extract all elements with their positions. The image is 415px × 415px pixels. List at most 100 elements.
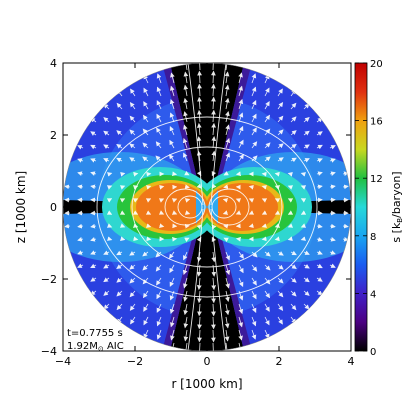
velocity-arrow bbox=[264, 128, 271, 136]
velocity-arrow bbox=[329, 171, 336, 176]
velocity-arrow bbox=[235, 210, 242, 215]
x-tick-label: −2 bbox=[127, 355, 143, 368]
velocity-arrow bbox=[238, 264, 244, 274]
velocity-arrow bbox=[90, 277, 97, 282]
velocity-arrow bbox=[182, 264, 188, 275]
velocity-arrow bbox=[146, 223, 152, 228]
velocity-arrow bbox=[129, 264, 136, 270]
velocity-arrow bbox=[119, 198, 126, 203]
velocity-arrow bbox=[197, 329, 202, 343]
velocity-arrow bbox=[300, 172, 306, 177]
colorbar-tick-label: 12 bbox=[370, 174, 383, 185]
velocity-arrow bbox=[129, 143, 136, 149]
velocity-arrow bbox=[169, 154, 175, 162]
velocity-arrow bbox=[264, 316, 270, 326]
velocity-arrow bbox=[251, 277, 257, 286]
velocity-arrow bbox=[168, 251, 175, 259]
velocity-arrow bbox=[106, 223, 113, 228]
velocity-arrow bbox=[224, 316, 230, 329]
velocity-arrow bbox=[90, 237, 97, 242]
velocity-arrow bbox=[103, 263, 110, 269]
velocity-arrow bbox=[329, 184, 336, 190]
velocity-arrow bbox=[251, 316, 257, 327]
disk-core-right bbox=[206, 183, 278, 231]
colorbar-tick-label: 20 bbox=[370, 59, 383, 70]
velocity-arrow bbox=[211, 96, 216, 110]
velocity-arrow bbox=[251, 113, 257, 123]
velocity-arrow bbox=[224, 84, 230, 97]
colorbar-label-sub: B bbox=[396, 218, 404, 223]
velocity-arrow bbox=[106, 185, 113, 190]
velocity-arrow bbox=[264, 251, 271, 257]
velocity-arrow bbox=[129, 157, 136, 162]
velocity-arrow bbox=[225, 124, 230, 136]
colorbar-label-prefix: s [k bbox=[390, 222, 403, 243]
velocity-arrow bbox=[196, 277, 202, 291]
velocity-arrow bbox=[225, 152, 230, 162]
velocity-arrow bbox=[183, 97, 189, 110]
velocity-arrow bbox=[251, 141, 258, 149]
velocity-arrow bbox=[264, 87, 270, 97]
y-axis-label: z [1000 km] bbox=[14, 171, 28, 243]
disk-core-left bbox=[136, 183, 208, 231]
velocity-arrow bbox=[211, 277, 217, 291]
velocity-arrow bbox=[251, 264, 258, 272]
x-tick-label: 4 bbox=[348, 355, 355, 368]
velocity-arrow bbox=[106, 210, 113, 215]
velocity-arrow bbox=[132, 210, 139, 215]
velocity-arrow bbox=[116, 303, 123, 311]
velocity-arrow bbox=[129, 290, 136, 298]
velocity-arrow bbox=[182, 138, 188, 149]
velocity-arrow bbox=[222, 198, 229, 203]
velocity-arrow bbox=[316, 171, 323, 176]
velocity-arrow bbox=[142, 277, 149, 285]
velocity-arrow bbox=[156, 329, 162, 340]
velocity-arrow bbox=[169, 264, 175, 274]
velocity-arrow bbox=[225, 110, 230, 123]
velocity-arrow bbox=[300, 198, 307, 203]
velocity-arrow bbox=[316, 158, 323, 163]
velocity-arrow bbox=[211, 316, 216, 330]
velocity-arrow bbox=[290, 157, 297, 163]
velocity-arrow bbox=[77, 250, 84, 255]
colorbar-tick-label: 4 bbox=[370, 289, 376, 300]
velocity-arrow bbox=[316, 277, 323, 282]
velocity-arrow bbox=[224, 329, 230, 342]
velocity-arrow bbox=[274, 236, 280, 242]
time-annotation: t=0.7755 s bbox=[67, 328, 123, 339]
velocity-arrow bbox=[156, 277, 162, 286]
velocity-arrow bbox=[116, 143, 123, 149]
velocity-arrow bbox=[120, 236, 126, 241]
velocity-arrow bbox=[129, 102, 136, 110]
velocity-arrow bbox=[277, 264, 284, 270]
velocity-arrow bbox=[90, 171, 97, 176]
velocity-arrow bbox=[169, 303, 175, 314]
velocity-arrow bbox=[129, 303, 136, 311]
velocity-arrow bbox=[224, 97, 230, 110]
velocity-arrow bbox=[197, 303, 202, 317]
velocity-arrow bbox=[116, 277, 123, 283]
velocity-arrow bbox=[142, 114, 149, 123]
velocity-arrow bbox=[261, 223, 267, 228]
velocity-arrow bbox=[290, 102, 297, 110]
velocity-arrow bbox=[183, 329, 189, 342]
velocity-arrow bbox=[129, 251, 136, 256]
velocity-arrow bbox=[129, 277, 136, 284]
density-contours bbox=[96, 63, 318, 351]
velocity-arrow bbox=[133, 171, 139, 177]
velocity-arrow bbox=[290, 277, 297, 283]
velocity-arrow bbox=[211, 236, 217, 243]
velocity-arrow bbox=[77, 263, 84, 268]
velocity-arrow bbox=[196, 150, 202, 162]
velocity-arrow bbox=[129, 115, 136, 123]
velocity-arrow bbox=[222, 210, 229, 215]
velocity-arrow bbox=[212, 63, 214, 71]
velocity-arrow bbox=[90, 263, 97, 269]
velocity-arrow bbox=[277, 115, 284, 123]
velocity-arrow bbox=[303, 130, 310, 136]
velocity-arrow bbox=[103, 130, 110, 136]
velocity-arrow bbox=[159, 223, 165, 229]
velocity-arrow bbox=[225, 251, 230, 261]
mass-value: 1.92M bbox=[67, 341, 98, 352]
velocity-arrow bbox=[197, 316, 202, 330]
